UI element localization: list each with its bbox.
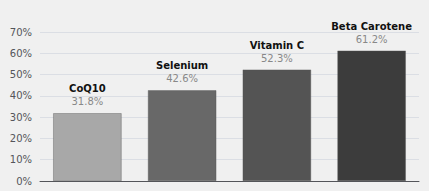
- svg-text:50%: 50%: [10, 69, 32, 80]
- svg-text:31.8%: 31.8%: [71, 96, 103, 107]
- svg-text:30%: 30%: [10, 112, 32, 123]
- svg-text:70%: 70%: [10, 27, 32, 38]
- svg-text:61.2%: 61.2%: [356, 34, 388, 45]
- svg-text:60%: 60%: [10, 48, 32, 59]
- svg-text:0%: 0%: [16, 176, 32, 187]
- svg-text:Vitamin C: Vitamin C: [250, 40, 304, 51]
- svg-text:Selenium: Selenium: [156, 60, 208, 71]
- svg-text:20%: 20%: [10, 133, 32, 144]
- svg-text:42.6%: 42.6%: [166, 73, 198, 84]
- svg-text:CoQ10: CoQ10: [69, 83, 106, 94]
- svg-text:Beta Carotene: Beta Carotene: [331, 21, 412, 32]
- svg-text:10%: 10%: [10, 154, 32, 165]
- svg-text:52.3%: 52.3%: [261, 53, 293, 64]
- svg-text:40%: 40%: [10, 90, 32, 101]
